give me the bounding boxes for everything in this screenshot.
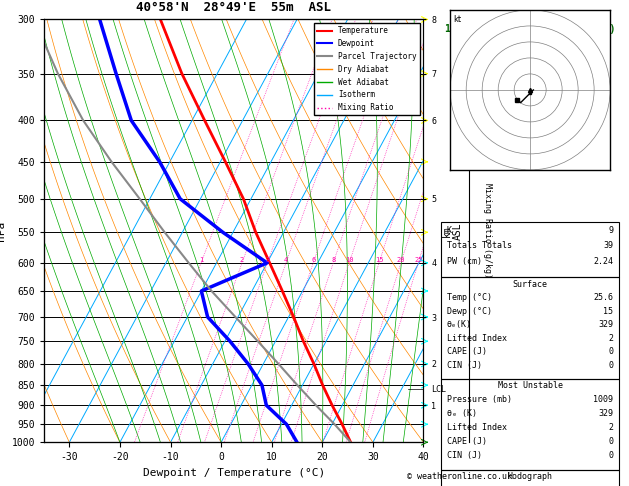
Text: 4: 4 xyxy=(284,257,288,263)
Text: 39: 39 xyxy=(603,242,613,250)
Text: 25.6: 25.6 xyxy=(593,293,613,302)
Text: 25: 25 xyxy=(414,257,423,263)
Bar xyxy=(442,223,619,278)
Text: Surface: Surface xyxy=(513,279,548,289)
Text: 15: 15 xyxy=(375,257,383,263)
Text: 10: 10 xyxy=(345,257,353,263)
Text: Most Unstable: Most Unstable xyxy=(498,382,563,390)
Text: K: K xyxy=(447,226,452,235)
Text: kt: kt xyxy=(454,15,462,24)
Text: 329: 329 xyxy=(598,409,613,418)
Text: 9: 9 xyxy=(608,226,613,235)
Text: 20: 20 xyxy=(397,257,405,263)
Text: 1: 1 xyxy=(199,257,203,263)
Text: 2: 2 xyxy=(240,257,244,263)
Text: 1009: 1009 xyxy=(593,395,613,404)
Text: Dewp (°C): Dewp (°C) xyxy=(447,307,492,316)
Y-axis label: km
ASL: km ASL xyxy=(442,222,464,240)
Text: 19.06.2024  00GMT  (Base: 18): 19.06.2024 00GMT (Base: 18) xyxy=(445,24,615,34)
Text: CIN (J): CIN (J) xyxy=(447,451,482,460)
Text: Temp (°C): Temp (°C) xyxy=(447,293,492,302)
Text: θₑ (K): θₑ (K) xyxy=(447,409,477,418)
Text: CAPE (J): CAPE (J) xyxy=(447,437,487,446)
Text: 6: 6 xyxy=(311,257,315,263)
Bar xyxy=(442,278,619,379)
Text: θₑ(K): θₑ(K) xyxy=(447,320,472,329)
Text: 2: 2 xyxy=(608,334,613,343)
Text: 0: 0 xyxy=(608,437,613,446)
Text: 8: 8 xyxy=(331,257,335,263)
Text: 2.24: 2.24 xyxy=(593,257,613,266)
Text: © weatheronline.co.uk: © weatheronline.co.uk xyxy=(407,472,511,481)
Text: PW (cm): PW (cm) xyxy=(447,257,482,266)
Text: 2: 2 xyxy=(608,423,613,432)
Text: Lifted Index: Lifted Index xyxy=(447,423,507,432)
Text: Lifted Index: Lifted Index xyxy=(447,334,507,343)
Text: 329: 329 xyxy=(598,320,613,329)
Text: 15: 15 xyxy=(603,307,613,316)
Legend: Temperature, Dewpoint, Parcel Trajectory, Dry Adiabat, Wet Adiabat, Isotherm, Mi: Temperature, Dewpoint, Parcel Trajectory… xyxy=(313,23,420,115)
X-axis label: Dewpoint / Temperature (°C): Dewpoint / Temperature (°C) xyxy=(143,468,325,478)
Text: LCL: LCL xyxy=(431,385,446,394)
Text: 3: 3 xyxy=(265,257,269,263)
Title: 40°58'N  28°49'E  55m  ASL: 40°58'N 28°49'E 55m ASL xyxy=(136,1,331,14)
Text: Totals Totals: Totals Totals xyxy=(447,242,512,250)
Text: CAPE (J): CAPE (J) xyxy=(447,347,487,356)
Text: 0: 0 xyxy=(608,347,613,356)
Text: 0: 0 xyxy=(608,361,613,370)
Text: 0: 0 xyxy=(608,451,613,460)
Y-axis label: hPa: hPa xyxy=(0,221,6,241)
Bar xyxy=(442,379,619,470)
Bar xyxy=(442,470,619,486)
Text: Hodograph: Hodograph xyxy=(508,472,553,481)
Text: CIN (J): CIN (J) xyxy=(447,361,482,370)
Y-axis label: Mixing Ratio (g/kg): Mixing Ratio (g/kg) xyxy=(483,183,492,278)
Text: Pressure (mb): Pressure (mb) xyxy=(447,395,512,404)
